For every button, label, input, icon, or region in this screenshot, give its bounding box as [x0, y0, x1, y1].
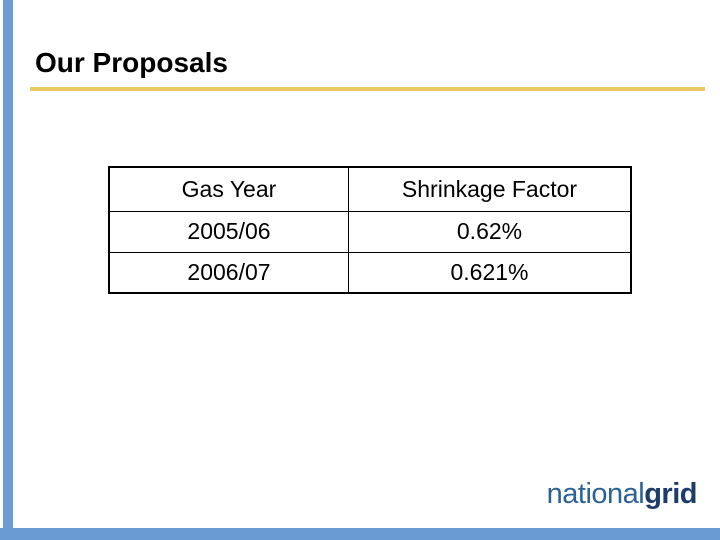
title-underline-rule [30, 87, 705, 91]
bottom-accent-bar [0, 528, 720, 540]
table-cell-shrinkage-factor: 0.62% [348, 210, 632, 253]
national-grid-logo: nationalgrid [546, 478, 698, 510]
table-cell-gas-year: 2006/07 [108, 251, 349, 294]
column-header-shrinkage-factor: Shrinkage Factor [348, 166, 632, 212]
shrinkage-factor-table: Gas Year Shrinkage Factor 2005/06 0.62% … [108, 166, 632, 294]
table-header-row: Gas Year Shrinkage Factor [108, 166, 632, 212]
page-title: Our Proposals [35, 46, 228, 78]
left-accent-bar [3, 0, 13, 540]
logo-text-grid: grid [644, 478, 697, 510]
table-cell-gas-year: 2005/06 [108, 210, 349, 253]
logo-text-national: national [546, 478, 645, 510]
column-header-gas-year: Gas Year [108, 166, 349, 212]
table-cell-shrinkage-factor: 0.621% [348, 251, 632, 294]
table-row: 2006/07 0.621% [108, 251, 632, 294]
table-row: 2005/06 0.62% [108, 210, 632, 253]
